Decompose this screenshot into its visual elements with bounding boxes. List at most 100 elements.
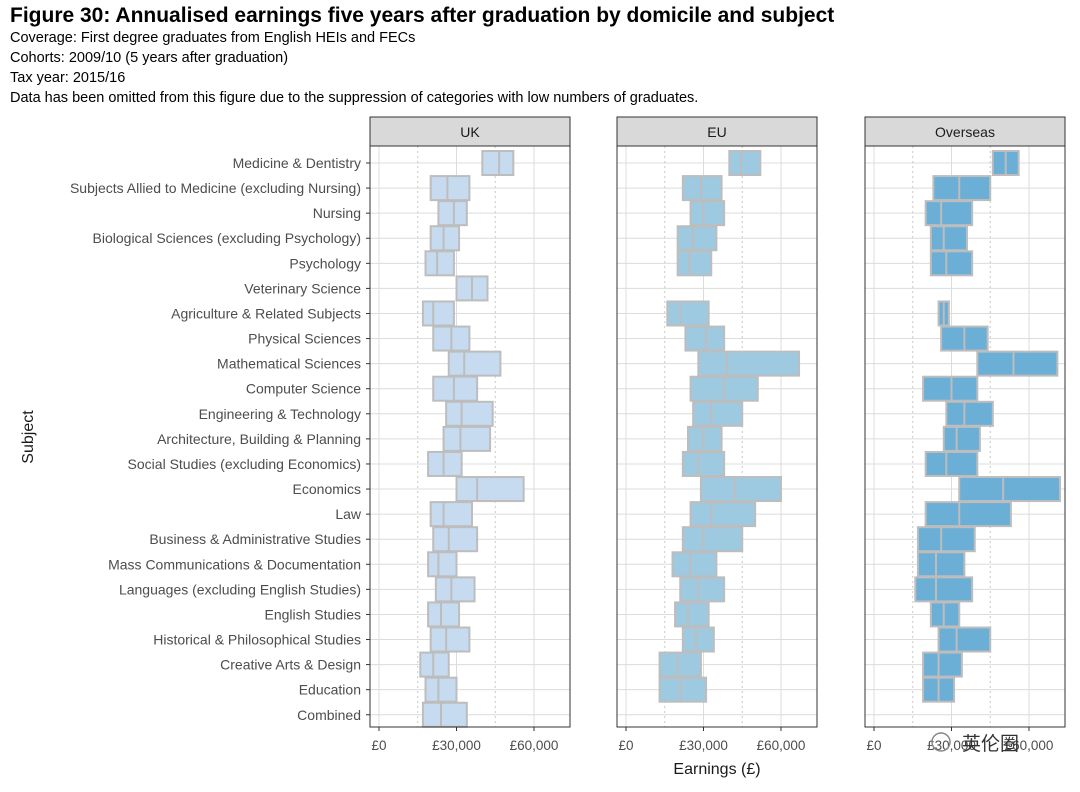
- box-overseas: [916, 526, 976, 553]
- box-eu: [684, 325, 726, 352]
- y-tick-label: Languages (excluding English Studies): [119, 581, 361, 597]
- facet-label: Overseas: [935, 124, 995, 140]
- y-tick-label: Agriculture & Related Subjects: [171, 305, 361, 321]
- x-tick-label: £0: [618, 738, 633, 753]
- cohorts-text: Cohorts: 2009/10 (5 years after graduati…: [10, 50, 289, 66]
- y-tick-label: Veterinary Science: [244, 280, 361, 296]
- watermark-text: 英伦圈: [962, 733, 1019, 755]
- box-overseas: [916, 551, 966, 578]
- chart-title: Figure 30: Annualised earnings five year…: [10, 4, 835, 27]
- y-tick-label: Combined: [297, 707, 361, 723]
- y-tick-label: Education: [299, 682, 361, 698]
- box-eu: [666, 300, 710, 327]
- box-eu: [681, 526, 744, 553]
- box-uk: [429, 175, 471, 202]
- box-uk: [424, 676, 458, 703]
- facet-strip: [864, 116, 1066, 147]
- box-eu: [671, 551, 718, 578]
- box-eu: [681, 626, 715, 653]
- box-uk: [427, 450, 463, 477]
- y-tick-label: Economics: [293, 481, 361, 497]
- box-eu: [692, 400, 744, 427]
- y-tick-label: Mass Communications & Documentation: [108, 556, 361, 572]
- y-tick-label: Biological Sciences (excluding Psycholog…: [93, 230, 361, 246]
- box-overseas: [914, 576, 974, 603]
- box-uk: [429, 225, 461, 252]
- box-eu: [697, 350, 801, 377]
- box-overseas: [922, 375, 979, 402]
- y-tick-label: Historical & Philosophical Studies: [153, 632, 361, 648]
- x-tick-label: £60,000: [757, 738, 806, 753]
- box-uk: [445, 400, 494, 427]
- y-tick-label: Physical Sciences: [248, 331, 361, 347]
- y-tick-label: Social Studies (excluding Economics): [128, 456, 361, 472]
- box-overseas: [945, 400, 994, 427]
- box-eu: [681, 450, 726, 477]
- box-eu: [699, 476, 782, 503]
- suppression-note: Data has been omitted from this figure d…: [10, 90, 699, 106]
- box-overseas: [958, 476, 1061, 503]
- box-eu: [686, 425, 723, 452]
- y-tick-label: English Studies: [264, 606, 361, 622]
- box-overseas: [924, 450, 979, 477]
- box-uk: [429, 501, 473, 528]
- box-uk: [427, 551, 458, 578]
- box-uk: [447, 350, 502, 377]
- box-uk: [455, 476, 525, 503]
- x-tick-label: £0: [371, 738, 386, 753]
- y-tick-label: Business & Administrative Studies: [149, 531, 361, 547]
- box-overseas: [924, 501, 1012, 528]
- box-uk: [481, 150, 515, 176]
- box-uk: [434, 576, 476, 603]
- facet-label: EU: [707, 124, 726, 140]
- x-tick-label: £30,000: [679, 738, 728, 753]
- box-eu: [689, 501, 757, 528]
- box-uk: [429, 626, 471, 653]
- facet-label: UK: [460, 124, 480, 140]
- box-uk: [424, 250, 455, 277]
- box-overseas: [976, 350, 1059, 377]
- box-uk: [421, 300, 455, 327]
- coverage-text: Coverage: First degree graduates from En…: [10, 30, 416, 46]
- y-tick-label: Subjects Allied to Medicine (excluding N…: [70, 180, 361, 196]
- x-tick-label: £60,000: [1005, 738, 1054, 753]
- x-axis-title: Earnings (£): [673, 761, 760, 778]
- facet-strip: [616, 116, 818, 147]
- box-overseas: [937, 626, 992, 653]
- box-eu: [658, 676, 708, 703]
- tax-year-text: Tax year: 2015/16: [10, 70, 126, 86]
- y-tick-label: Creative Arts & Design: [220, 657, 361, 673]
- y-tick-label: Nursing: [313, 205, 361, 221]
- box-uk: [437, 200, 468, 227]
- box-uk: [432, 526, 479, 553]
- box-eu: [689, 200, 726, 227]
- box-eu: [728, 150, 762, 176]
- y-tick-label: Mathematical Sciences: [217, 356, 361, 372]
- box-eu: [676, 225, 718, 252]
- y-tick-label: Psychology: [289, 255, 361, 271]
- y-axis-title: Subject: [20, 410, 37, 464]
- box-overseas: [922, 651, 963, 678]
- y-tick-label: Architecture, Building & Planning: [157, 431, 361, 447]
- box-eu: [676, 250, 713, 277]
- y-tick-label: Engineering & Technology: [199, 406, 361, 422]
- x-tick-label: £30,000: [927, 738, 976, 753]
- y-tick-label: Law: [335, 506, 362, 522]
- box-overseas: [929, 601, 961, 628]
- y-tick-label: Computer Science: [246, 381, 361, 397]
- x-tick-label: £0: [866, 738, 881, 753]
- x-tick-label: £60,000: [510, 738, 559, 753]
- box-uk: [419, 651, 450, 678]
- watermark-icon: [931, 732, 951, 752]
- box-overseas: [929, 225, 968, 252]
- box-eu: [681, 175, 723, 202]
- box-uk: [432, 375, 479, 402]
- facet-strip: [369, 116, 571, 147]
- y-tick-label: Medicine & Dentistry: [233, 155, 361, 171]
- box-overseas: [932, 175, 992, 202]
- box-eu: [674, 601, 710, 628]
- box-uk: [442, 425, 492, 452]
- box-uk: [421, 701, 468, 728]
- box-eu: [679, 576, 726, 603]
